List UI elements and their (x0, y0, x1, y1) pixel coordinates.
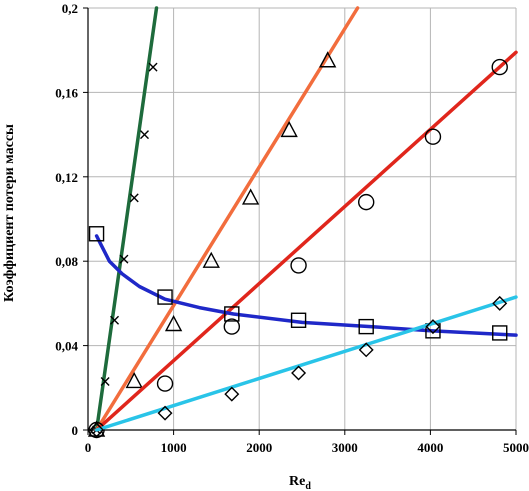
y-tick-label-4: 0,16 (55, 85, 78, 100)
series-3-point-4 (358, 318, 374, 335)
series-1-point-2 (164, 315, 183, 332)
series-1-point-6 (319, 51, 337, 68)
y-tick-label-1: 0,04 (55, 339, 78, 354)
series-2-point-6 (491, 58, 508, 76)
series-line-1 (94, 6, 360, 432)
grid (88, 7, 517, 430)
tick-labels: 0 1000 2000 3000 4000 5000 0 0,04 0,08 0,12 0,16 0,… (55, 1, 529, 455)
series-3-point-0 (88, 226, 105, 242)
series-0-point-3 (119, 254, 129, 264)
x-tick-label-4: 4000 (417, 440, 443, 455)
series-line-2 (94, 50, 518, 432)
series-4-point-1 (157, 405, 173, 421)
series-0-point-2 (110, 315, 120, 325)
series-4 (89, 295, 518, 438)
series-layer (87, 6, 518, 439)
series-0-point-6 (148, 62, 158, 72)
x-axis-label-sub: d (305, 481, 311, 491)
x-tick-label-5: 5000 (503, 440, 529, 455)
x-tick-label-3: 3000 (332, 440, 358, 455)
series-2-point-4 (358, 193, 375, 211)
series-3-point-6 (492, 325, 508, 341)
series-2-point-3 (290, 257, 307, 274)
series-3 (88, 226, 518, 341)
series-0-point-1 (100, 376, 110, 386)
series-2 (88, 50, 518, 439)
x-tick-label-0: 0 (85, 440, 92, 455)
series-4-point-2 (224, 386, 240, 402)
series-line-3 (94, 234, 518, 337)
series-4-point-5 (425, 319, 441, 335)
series-4-point-3 (291, 365, 307, 381)
series-1-point-1 (125, 371, 143, 389)
y-tick-label-5: 0,2 (62, 1, 78, 16)
y-tick-label-3: 0,12 (55, 170, 78, 185)
series-3-point-3 (290, 312, 307, 328)
series-3-point-2 (224, 306, 240, 322)
x-tick-label-1: 1000 (161, 440, 187, 455)
x-tick-label-2: 2000 (246, 440, 272, 455)
series-2-point-5 (424, 128, 442, 145)
series-3-point-1 (157, 289, 173, 305)
series-1-point-4 (241, 188, 260, 205)
series-0-point-4 (129, 193, 139, 203)
axes (83, 7, 517, 435)
series-0-point-5 (140, 130, 149, 140)
x-axis-label: Red (289, 474, 311, 491)
series-2-point-0 (88, 421, 105, 439)
series-2-point-2 (223, 318, 241, 335)
x-axis-label-main: Re (289, 474, 305, 489)
series-1-point-3 (202, 251, 220, 268)
series-4-point-0 (89, 422, 105, 438)
series-line-0 (94, 6, 159, 432)
y-axis-label: Коэффициент потери массы (2, 124, 17, 302)
series-2-point-1 (156, 375, 174, 392)
y-tick-label-2: 0,08 (55, 254, 78, 269)
series-4-point-4 (358, 342, 374, 358)
series-1-point-5 (280, 120, 298, 138)
y-tick-label-0: 0 (72, 423, 79, 438)
series-4-point-6 (492, 295, 508, 311)
